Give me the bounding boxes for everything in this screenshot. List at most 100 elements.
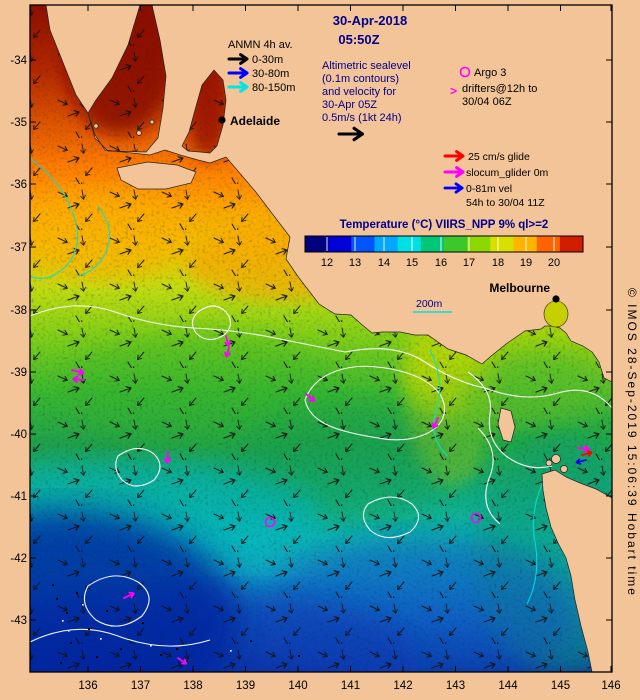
lon-tick-label: 144	[498, 680, 518, 692]
colorbar-segment	[374, 236, 399, 252]
robbins-island	[545, 459, 553, 467]
platform-markers	[70, 334, 594, 667]
glider-legend-line: 25 cm/s glide	[468, 151, 530, 163]
colorbar-tick-label: 16	[435, 257, 447, 269]
glider-legend-line: slocum_glider 0m	[466, 167, 549, 179]
land-masses	[45, 5, 612, 672]
colorbar-segment	[444, 236, 468, 252]
lat-tick-label: -42	[10, 553, 27, 565]
anmn-item-label: 30-80m	[252, 68, 289, 80]
lon-tick-label: 137	[131, 680, 150, 692]
temperature-colorbar: Temperature (°C) VIIRS_NPP 9% ql>=2 12 1…	[304, 219, 584, 269]
lon-tick-label: 141	[341, 680, 360, 692]
anmn-item-label: 80-150m	[252, 82, 295, 94]
longitude-axis-labels: 136 137 138 139 140 141 142 143 144 145 …	[78, 680, 620, 692]
argo-drifter-legend: Argo 3 > drifters@12h to 30/04 06Z	[450, 66, 537, 108]
colorbar-border	[304, 235, 584, 253]
anmn-item-label: 0-30m	[252, 54, 283, 66]
anmn-legend-title: ANMN 4h av.	[228, 39, 293, 51]
hunter-island	[551, 454, 561, 464]
colorbar-segment	[559, 236, 584, 252]
glider-legend: 25 cm/s glide slocum_glider 0m 0-81m vel…	[443, 150, 549, 209]
map-frame	[29, 4, 613, 673]
colorbar-tick-label: 12	[321, 257, 333, 269]
kangaroo-island	[116, 161, 197, 190]
colorbar-segment	[490, 236, 514, 252]
colorbar-segment	[305, 236, 329, 252]
adelaide-label: Adelaide	[230, 114, 280, 128]
lon-tick-label: 140	[288, 680, 307, 692]
port-phillip-bay	[543, 300, 569, 328]
islet	[93, 123, 99, 129]
lon-tick-label: 145	[551, 680, 570, 692]
lat-tick-label: -37	[10, 242, 27, 254]
altimetric-note-line: (0.1m contours)	[322, 73, 399, 85]
colorbar-tick-label: 18	[492, 257, 504, 269]
argo-float-marker-icon	[264, 516, 276, 528]
lon-tick-label: 143	[446, 680, 465, 692]
lat-tick-label: -35	[10, 117, 27, 129]
lat-tick-label: -43	[10, 615, 27, 627]
lon-tick-label: 136	[78, 680, 97, 692]
lat-tick-label: -41	[10, 491, 27, 503]
colorbar-gradient	[305, 236, 584, 252]
melbourne-label: Melbourne	[489, 281, 550, 295]
colorbar-tick-label: 14	[378, 257, 390, 269]
colorbar-tick-marks	[326, 237, 555, 251]
glider-legend-line: 54h to 30/04 11Z	[466, 197, 545, 209]
drifter-legend-line: drifters@12h to	[462, 83, 537, 95]
data-gap-specks	[52, 584, 300, 664]
colorbar-tick-label: 15	[406, 257, 418, 269]
colorbar-tick-label: 17	[463, 257, 475, 269]
lat-tick-label: -36	[10, 179, 27, 191]
lat-tick-label: -34	[10, 55, 27, 67]
colorbar-segment	[513, 236, 538, 252]
latitude-axis-labels: -34 -35 -36 -37 -38 -39 -40 -41 -42 -43	[10, 55, 27, 627]
copyright-attribution: © IMOS 28-Sep-2019 15:06:39 Hobart time	[625, 288, 639, 597]
drifter-legend-line: 30/04 06Z	[462, 96, 512, 108]
sealevel-contours	[30, 305, 612, 647]
drifter-legend-icon: >	[450, 84, 457, 98]
altimetric-note-line: 0.5m/s (1kt 24h)	[322, 112, 401, 124]
map-title-date: 30-Apr-2018	[333, 13, 407, 28]
isobath-legend: 200m	[413, 298, 452, 313]
lat-tick-label: -38	[10, 305, 27, 317]
altimetric-note: Altimetric sealevel (0.1m contours) and …	[322, 60, 411, 142]
altimetric-note-line: 30-Apr 05Z	[322, 99, 377, 111]
three-hummock-island	[560, 465, 568, 473]
colorbar-segment	[351, 236, 375, 252]
lon-tick-label: 142	[393, 680, 412, 692]
isobath-legend-label: 200m	[416, 298, 443, 310]
king-island	[497, 407, 516, 443]
colorbar-tick-label: 19	[520, 257, 532, 269]
altimetric-note-line: and velocity for	[322, 86, 396, 98]
colorbar-segment	[328, 236, 352, 252]
lon-tick-label: 146	[601, 680, 620, 692]
tasmania	[541, 469, 612, 672]
colorbar-segment	[420, 236, 445, 252]
lat-tick-label: -39	[10, 367, 27, 379]
city-markers: Adelaide Melbourne	[218, 114, 560, 303]
argo-float-marker-icon	[470, 512, 482, 524]
lat-tick-label: -40	[10, 429, 27, 441]
isobath-200m-contours	[30, 157, 546, 605]
anmn-legend: ANMN 4h av. 0-30m 30-80m 80-150m	[227, 39, 295, 94]
melbourne-dot-icon	[552, 295, 560, 303]
lon-tick-label: 139	[236, 680, 255, 692]
islet	[149, 119, 155, 125]
colorbar-tick-labels: 12 13 14 15 16 17 18 19 20	[321, 257, 560, 269]
altimetric-note-line: Altimetric sealevel	[322, 60, 411, 72]
colorbar-title: Temperature (°C) VIIRS_NPP 9% ql>=2	[340, 219, 549, 231]
map-title-time: 05:50Z	[338, 32, 379, 47]
islet	[136, 130, 142, 136]
colorbar-tick-label: 20	[548, 257, 560, 269]
argo-legend-icon	[459, 66, 471, 78]
argo-legend-label: Argo 3	[474, 67, 506, 79]
lon-tick-label: 138	[183, 680, 202, 692]
colorbar-segment	[536, 236, 561, 252]
colorbar-segment	[467, 236, 491, 252]
glider-legend-line: 0-81m vel	[466, 183, 512, 195]
map-title: 30-Apr-2018 05:50Z	[333, 13, 407, 47]
